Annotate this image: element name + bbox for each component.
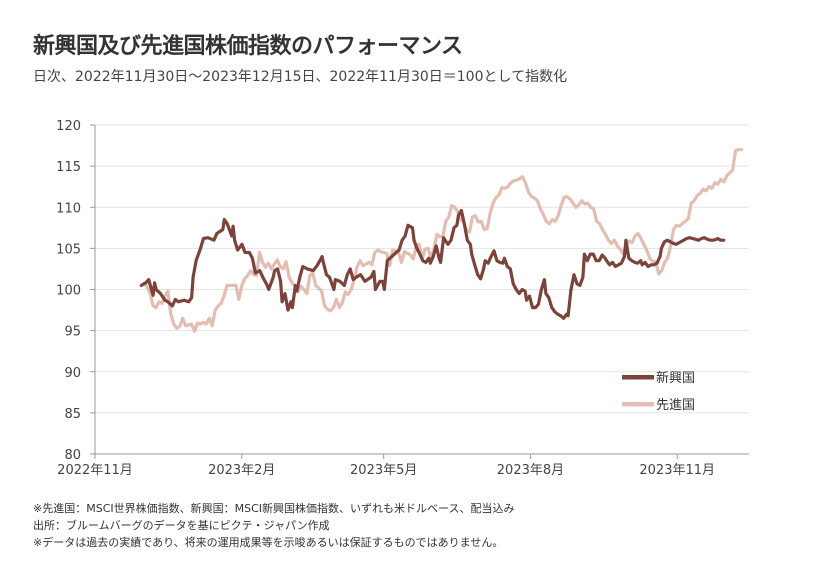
footnotes: ※先進国：MSCI世界株価指数、新興国：MSCI新興国株価指数、いずれも米ドルベ… — [33, 500, 514, 551]
y-tick-label: 110 — [56, 201, 81, 216]
legend-label: 新興国 — [656, 370, 695, 386]
y-tick-label: 90 — [64, 366, 81, 381]
y-tick-label: 115 — [56, 160, 81, 175]
chart-title: 新興国及び先進国株価指数のパフォーマンス — [33, 34, 463, 59]
y-tick-label: 95 — [64, 325, 81, 340]
x-tick-label: 2023年8月 — [497, 463, 564, 478]
footnote-definitions: ※先進国：MSCI世界株価指数、新興国：MSCI新興国株価指数、いずれも米ドルベ… — [33, 502, 515, 515]
x-tick-label: 2023年11月 — [639, 463, 715, 478]
x-tick-label: 2023年5月 — [350, 463, 417, 478]
x-tick-label: 2022年11月 — [57, 463, 133, 478]
chart-subtitle: 日次、2022年11月30日～2023年12月15日、2022年11月30日＝1… — [33, 69, 568, 85]
x-tick-label: 2023年2月 — [208, 463, 275, 478]
legend-swatch — [622, 402, 654, 407]
y-tick-label: 120 — [56, 119, 81, 134]
gridlines — [95, 124, 749, 414]
footnote-disclaimer: ※データは過去の実績であり、将来の運用成果等を示唆あるいは保証するものではありま… — [33, 536, 504, 549]
y-axis-ticks: 80 85 90 95 100 105 110 115 120 — [56, 119, 95, 463]
series-line-emerging — [139, 208, 726, 320]
legend-swatch — [622, 375, 654, 380]
x-axis-ticks: 2022年11月 2023年2月 2023年5月 2023年8月 2023年11月 — [57, 454, 715, 478]
legend-label: 先進国 — [656, 398, 695, 413]
series-line-developed — [139, 148, 744, 333]
y-tick-label: 85 — [64, 407, 81, 422]
y-tick-label: 105 — [56, 242, 81, 257]
y-tick-label: 100 — [56, 284, 81, 299]
footnote-source: 出所：ブルームバーグのデータを基にピクテ・ジャパン作成 — [33, 519, 330, 532]
y-tick-label: 80 — [64, 448, 81, 463]
